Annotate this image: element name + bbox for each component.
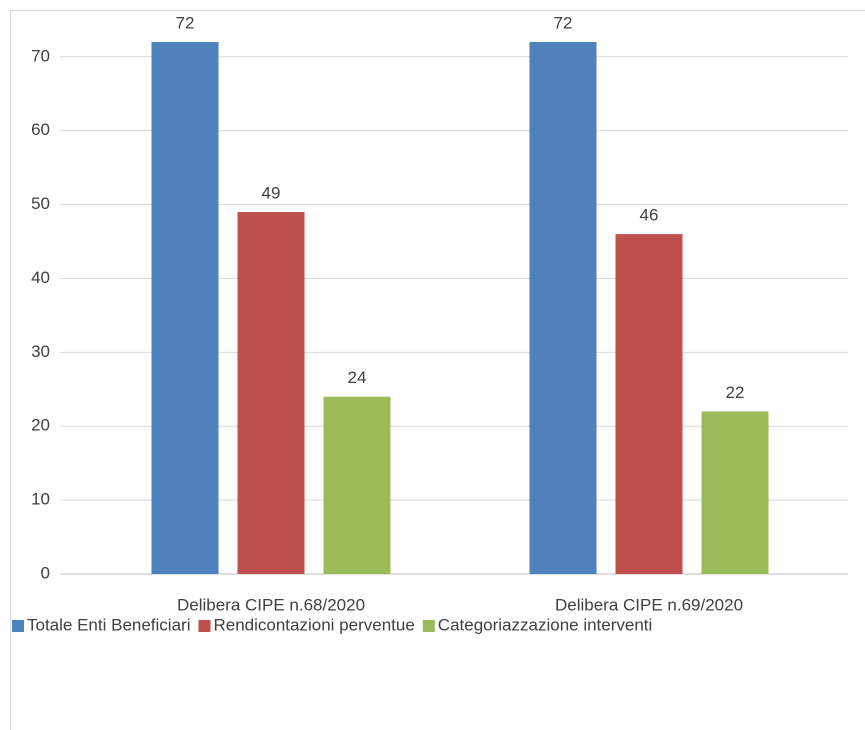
y-tick-label: 0 [41, 563, 50, 582]
bar [323, 396, 391, 574]
y-tick-label: 70 [31, 46, 50, 65]
legend-label: Categoriazzazione interventi [438, 615, 653, 634]
chart-border [10, 10, 865, 730]
y-tick-label: 30 [31, 342, 50, 361]
bar [529, 42, 597, 574]
data-label: 72 [176, 13, 195, 32]
data-label: 72 [554, 13, 573, 32]
legend-label: Rendicontazioni perventue [213, 615, 414, 634]
y-tick-label: 10 [31, 490, 50, 509]
bar [615, 234, 683, 574]
data-label: 24 [348, 368, 367, 387]
y-tick-label: 50 [31, 194, 50, 213]
legend-swatch [198, 620, 211, 632]
x-tick-label: Delibera CIPE n.68/2020 [177, 595, 365, 614]
y-tick-label: 40 [31, 268, 50, 287]
bar [701, 411, 769, 574]
bar [237, 211, 305, 574]
legend-label: Totale Enti Beneficiari [27, 615, 190, 634]
bar [151, 42, 219, 574]
data-label: 22 [726, 383, 745, 402]
data-label: 46 [640, 206, 659, 225]
y-tick-label: 60 [31, 120, 50, 139]
y-tick-label: 20 [31, 416, 50, 435]
legend-swatch [422, 620, 435, 632]
x-tick-label: Delibera CIPE n.69/2020 [555, 595, 743, 614]
data-label: 49 [262, 183, 281, 202]
legend-swatch [12, 620, 24, 632]
